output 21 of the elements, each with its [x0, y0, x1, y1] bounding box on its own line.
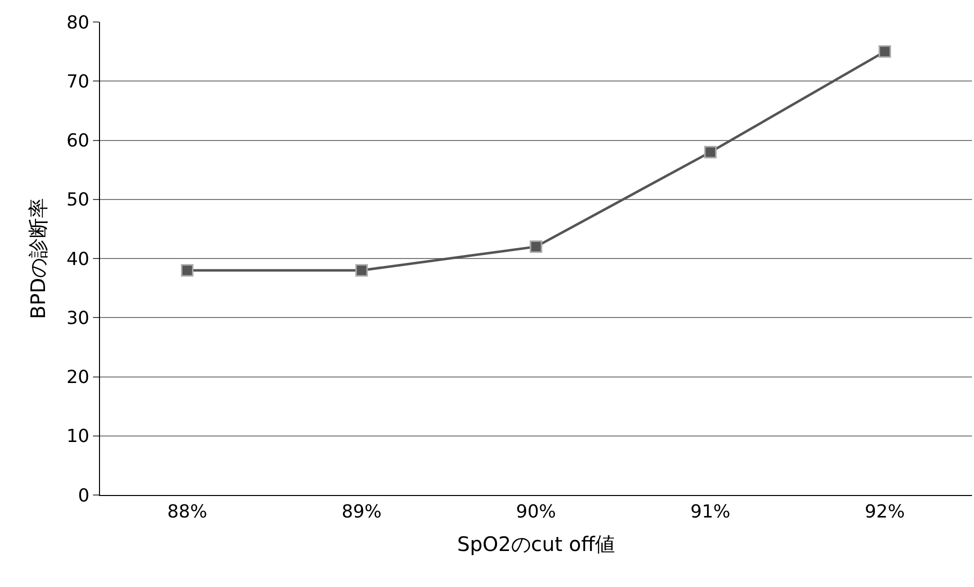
- y-tick-label: 60: [66, 130, 90, 152]
- y-tick-label: 0: [78, 485, 90, 506]
- x-tick-label: 90%: [516, 502, 556, 523]
- y-tick-label: 80: [66, 12, 90, 34]
- y-tick-label: 20: [66, 367, 90, 388]
- y-tick-label: 40: [66, 248, 90, 270]
- point: [878, 45, 892, 58]
- point: [355, 264, 368, 277]
- x-axis-title: SpO2のcut off値: [457, 532, 615, 556]
- y-axis-title: BPDの診断率: [26, 198, 50, 320]
- x-tick-label: 89%: [342, 502, 382, 523]
- point: [704, 146, 717, 158]
- y-tick-label: 10: [66, 426, 90, 448]
- point: [180, 264, 194, 277]
- y-tick-label: 70: [66, 71, 90, 92]
- point: [530, 240, 542, 253]
- x-tick-label: 88%: [167, 502, 208, 523]
- y-tick-label: 30: [66, 308, 90, 329]
- y-tick-label: 50: [66, 190, 90, 211]
- x-tick-label: 92%: [864, 502, 905, 523]
- x-tick-label: 91%: [690, 502, 730, 523]
